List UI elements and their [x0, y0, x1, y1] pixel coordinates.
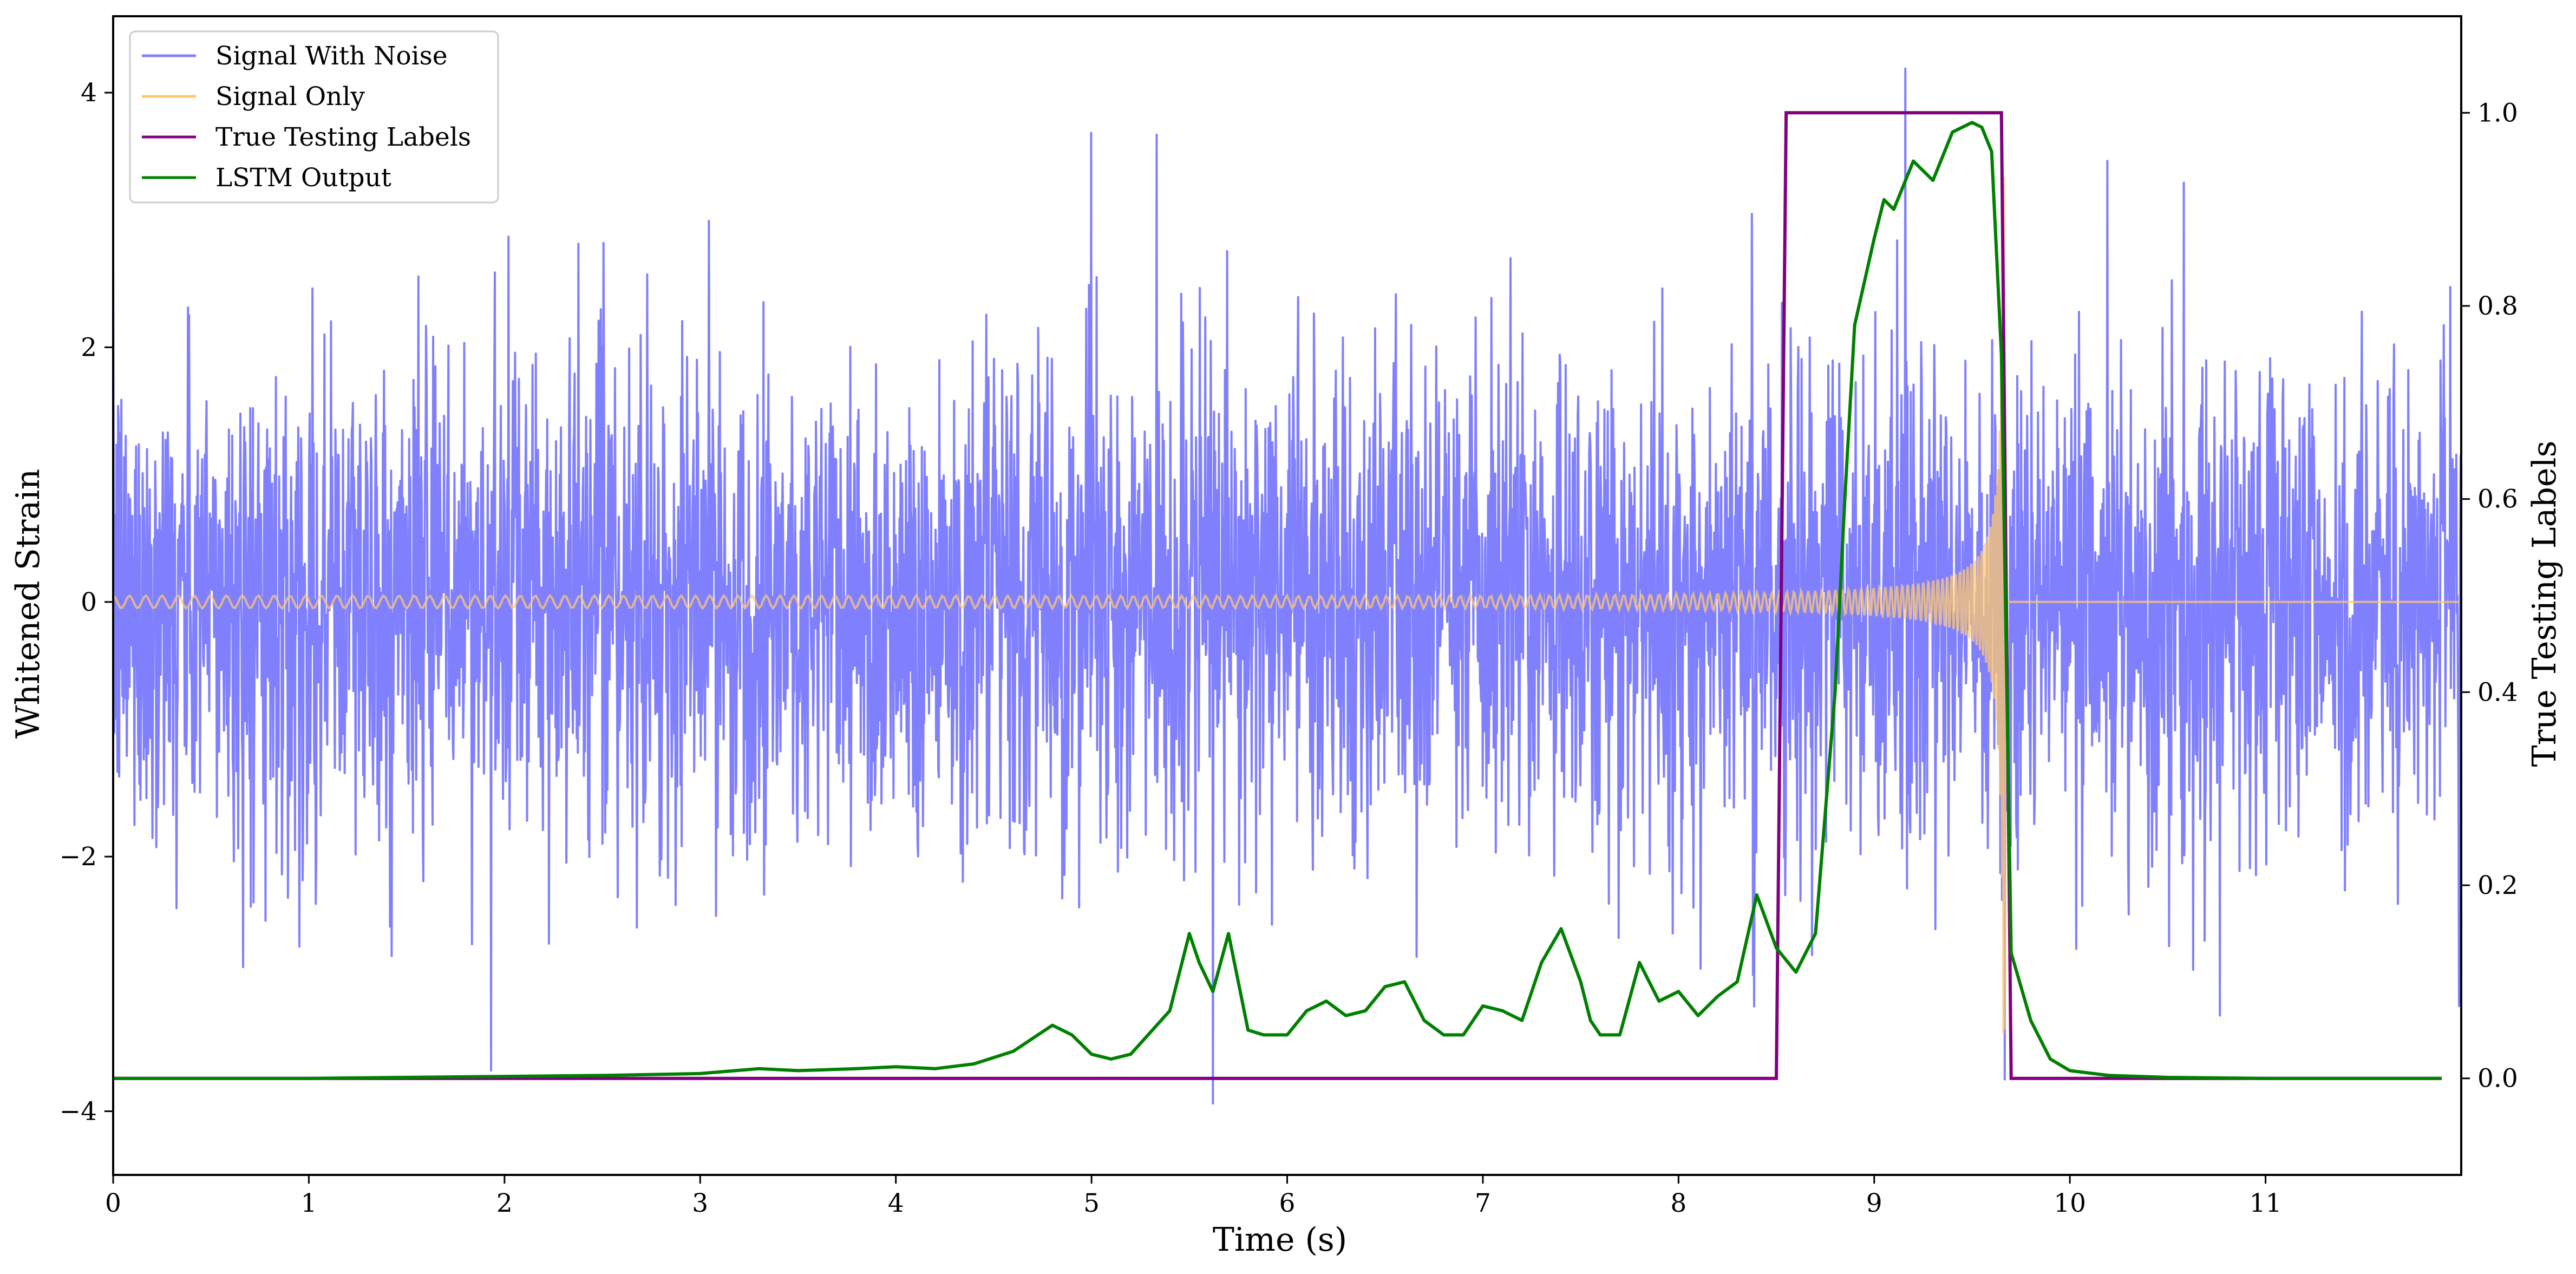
x-tick-label: 5 [1083, 1188, 1100, 1218]
lstm-output-line [113, 121, 2442, 1080]
x-tick-label: 10 [2054, 1188, 2086, 1218]
x-axis-ticks: 0 1 2 3 4 5 6 7 8 9 10 11 [105, 1175, 2281, 1218]
x-tick-label: 3 [692, 1188, 708, 1218]
legend-label-signal-only: Signal Only [215, 82, 365, 112]
y2-tick-label: 0.2 [2477, 871, 2518, 900]
x-axis-title: Time (s) [1213, 1221, 1347, 1259]
y2-tick-label: 0.0 [2477, 1064, 2518, 1094]
x-tick-label: 0 [105, 1188, 121, 1218]
signal-only-line [112, 177, 2460, 1034]
legend: Signal With Noise Signal Only True Testi… [129, 30, 499, 204]
y-axis-ticks: −4 −2 0 2 4 [60, 78, 113, 1126]
x-tick-label: 1 [300, 1188, 317, 1218]
x-tick-label: 9 [1866, 1188, 1882, 1218]
legend-label-lstm-output: LSTM Output [215, 163, 391, 193]
y2-tick-label: 0.8 [2477, 291, 2518, 321]
legend-label-true-testing-labels: True Testing Labels [215, 122, 471, 152]
y2-axis-title: True Testing Labels [2526, 441, 2564, 767]
signal-with-noise-line [112, 67, 2462, 1105]
x-tick-label: 8 [1670, 1188, 1686, 1218]
x-tick-label: 4 [888, 1188, 904, 1218]
signal-only-series [112, 177, 2460, 1034]
signal-with-noise-series [112, 67, 2462, 1105]
x-tick-label: 7 [1475, 1188, 1491, 1218]
legend-label-signal-with-noise: Signal With Noise [215, 41, 448, 71]
y2-tick-label: 1.0 [2477, 98, 2518, 128]
x-tick-label: 2 [496, 1188, 513, 1218]
y2-tick-label: 0.4 [2477, 677, 2518, 707]
y-tick-label: 4 [81, 78, 97, 108]
y-axis-title: Whitened Strain [9, 469, 47, 739]
y-tick-label: 2 [81, 332, 97, 362]
true-testing-labels-series [113, 111, 2442, 1080]
y-tick-label: 0 [81, 587, 97, 617]
y-tick-label: −2 [60, 842, 97, 872]
x-tick-label: 11 [2250, 1188, 2282, 1218]
legend-box [129, 30, 499, 204]
y2-axis-ticks: 0.0 0.2 0.4 0.6 0.8 1.0 [2461, 98, 2518, 1094]
x-tick-label: 6 [1279, 1188, 1296, 1218]
lstm-output-series [113, 121, 2442, 1080]
true-testing-labels-line [113, 111, 2442, 1080]
y2-tick-label: 0.6 [2477, 485, 2518, 514]
y-tick-label: −4 [60, 1096, 97, 1126]
